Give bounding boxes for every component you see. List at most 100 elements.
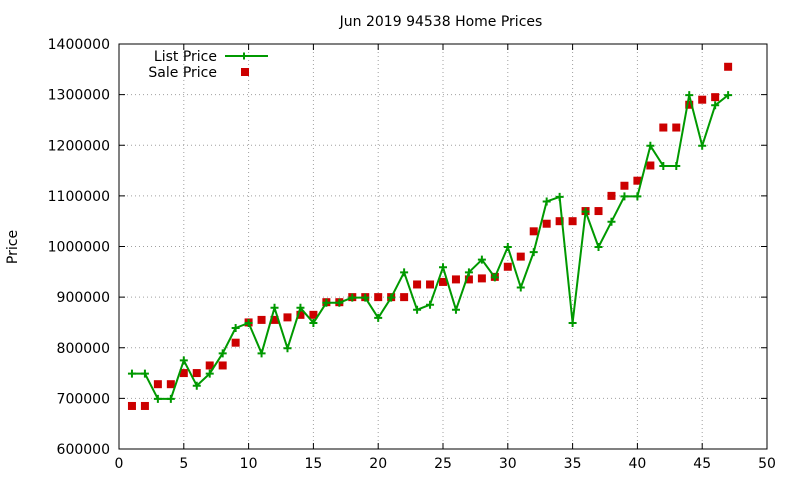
x-tick-label: 35 xyxy=(564,456,582,472)
list-price-point xyxy=(400,268,409,277)
list-price-point xyxy=(503,243,512,252)
list-price-point xyxy=(192,381,201,390)
list-price-point xyxy=(374,313,383,322)
chart-title: Jun 2019 94538 Home Prices xyxy=(339,14,543,30)
sale-price-point xyxy=(503,262,512,271)
list-price-point xyxy=(439,263,447,272)
list-price-point xyxy=(581,207,590,216)
sale-price-point xyxy=(413,280,422,289)
list-price-point xyxy=(296,303,305,312)
x-tick-label: 30 xyxy=(499,456,517,472)
list-price-point xyxy=(309,318,318,327)
sale-price-point xyxy=(477,274,486,283)
sale-price-point xyxy=(451,275,460,284)
list-price-point xyxy=(542,197,551,206)
list-price-point xyxy=(205,369,214,378)
legend-marker-list-price xyxy=(240,52,248,60)
plot-frame xyxy=(118,43,768,450)
sale-price-point xyxy=(711,93,720,102)
list-price-point xyxy=(231,324,240,333)
list-price-point xyxy=(451,305,460,314)
x-tick-label: 50 xyxy=(758,456,776,472)
sale-price-point xyxy=(309,310,318,319)
list-price-point xyxy=(529,248,538,257)
list-price-point xyxy=(153,394,162,403)
y-axis-label: Price xyxy=(5,230,21,264)
sale-price-point xyxy=(426,280,435,289)
y-tick-label: 1300000 xyxy=(48,88,110,104)
sale-price-point xyxy=(555,217,564,226)
list-price-point xyxy=(464,268,473,277)
x-tick-label: 0 xyxy=(115,456,124,472)
list-price-point xyxy=(179,356,188,365)
sale-price-point xyxy=(218,361,227,370)
list-price-point xyxy=(244,318,253,327)
list-price-point xyxy=(335,298,344,307)
list-price-point xyxy=(490,273,499,282)
list-price-point xyxy=(166,394,175,403)
x-tick-label: 25 xyxy=(434,456,452,472)
x-tick-label: 40 xyxy=(628,456,646,472)
list-price-point xyxy=(685,91,694,100)
sale-price-point xyxy=(179,369,188,378)
list-price-point xyxy=(516,283,525,292)
sale-price-point xyxy=(646,161,655,170)
sale-price-point xyxy=(374,293,383,302)
sale-price-point xyxy=(439,277,447,286)
list-price-point xyxy=(620,192,629,201)
y-tick-label: 600000 xyxy=(57,442,110,458)
y-tick-label: 1200000 xyxy=(48,138,110,154)
sale-price-point xyxy=(724,62,733,71)
sale-price-point xyxy=(231,338,240,347)
list-price-point xyxy=(633,192,642,201)
sale-price-point xyxy=(529,227,538,236)
sale-price-point xyxy=(698,95,707,104)
list-price-point xyxy=(283,344,292,353)
sale-price-point xyxy=(270,315,279,324)
list-price-point xyxy=(270,303,279,312)
list-price-point xyxy=(568,318,577,327)
y-tick-label: 1100000 xyxy=(48,189,110,205)
sale-price-point xyxy=(607,191,616,200)
sale-price-point xyxy=(166,380,175,389)
grid-lines xyxy=(119,44,767,449)
y-tick-label: 700000 xyxy=(57,391,110,407)
list-price-point xyxy=(555,192,564,201)
y-tick-label: 800000 xyxy=(57,341,110,357)
sale-price-point xyxy=(296,310,305,319)
sale-price-point xyxy=(542,219,551,228)
legend-marker-sale-price xyxy=(241,68,249,76)
list-price-point xyxy=(413,305,422,314)
sale-price-point xyxy=(140,401,149,410)
legend-label-list-price: List Price xyxy=(154,49,217,65)
sale-price-point xyxy=(205,361,214,370)
list-price-point xyxy=(659,162,668,171)
x-tick-labels: 0 5 10 15 20 25 30 35 40 45 50 xyxy=(115,456,776,472)
sale-price-point xyxy=(153,380,162,389)
sale-price-point xyxy=(685,100,694,109)
list-price-point xyxy=(127,369,136,378)
y-tick-label: 1400000 xyxy=(48,37,110,53)
list-price-point xyxy=(387,293,396,302)
list-price-point xyxy=(140,369,149,378)
x-tick-label: 15 xyxy=(304,456,322,472)
series-list-price xyxy=(127,91,733,403)
sale-price-point xyxy=(516,252,525,261)
list-price-point xyxy=(724,91,733,100)
list-price-point xyxy=(322,298,331,307)
legend-label-sale-price: Sale Price xyxy=(148,65,217,81)
list-price-point xyxy=(607,217,616,226)
list-price-point xyxy=(711,101,720,110)
sale-price-point xyxy=(672,123,681,132)
list-price-point xyxy=(257,349,266,358)
y-tick-labels: 600000 700000 800000 900000 1000000 1100000 12… xyxy=(48,37,110,458)
list-price-point xyxy=(646,141,655,150)
y-tick-label: 900000 xyxy=(57,290,110,306)
list-price-point xyxy=(594,243,603,252)
x-tick-label: 45 xyxy=(693,456,711,472)
x-tick-label: 5 xyxy=(179,456,188,472)
list-price-point xyxy=(477,255,486,264)
sale-price-point xyxy=(594,207,603,216)
